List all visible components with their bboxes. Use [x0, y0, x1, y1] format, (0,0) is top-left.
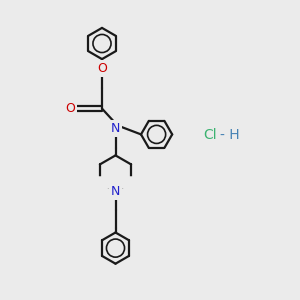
Text: Cl: Cl: [203, 128, 217, 142]
Text: O: O: [97, 62, 107, 75]
Text: O: O: [65, 102, 75, 115]
Text: N: N: [111, 122, 120, 135]
Text: - H: - H: [220, 128, 239, 142]
Text: N: N: [111, 185, 120, 198]
